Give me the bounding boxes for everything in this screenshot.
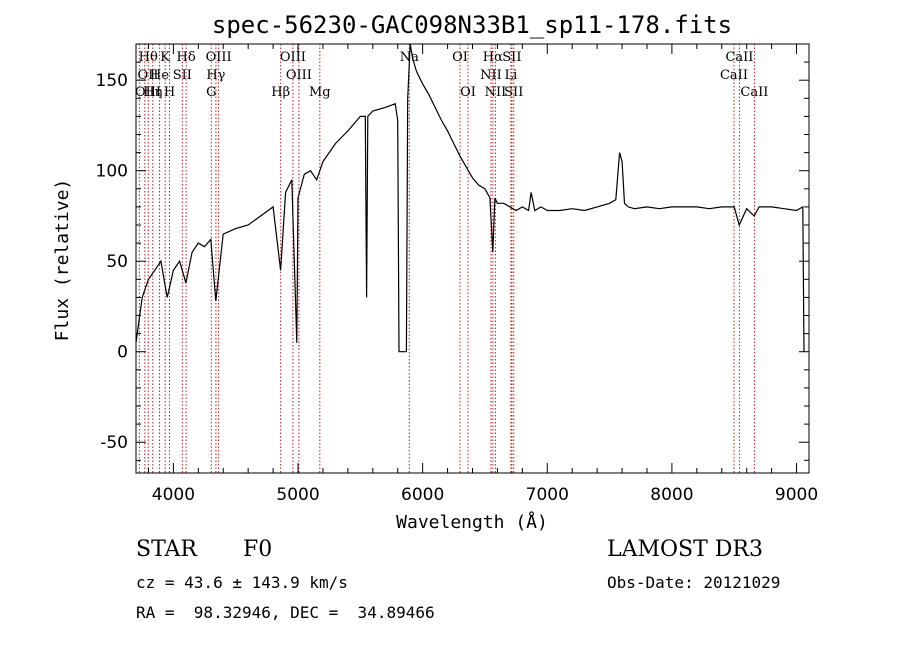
line-label: CaII: [720, 68, 748, 83]
line-label: SII: [504, 85, 523, 100]
line-label: He: [150, 68, 169, 83]
x-tick-label: 8000: [650, 485, 693, 505]
line-label: OI: [460, 85, 476, 100]
redshift-line: cz = 43.6 ± 143.9 km/s: [136, 573, 348, 592]
y-tick-label: 0: [117, 343, 128, 363]
y-axis: -50 0 50 100 150: [96, 61, 809, 461]
x-tick-label: 7000: [526, 485, 569, 505]
x-axis: 4000 5000 6000 7000 8000 9000: [147, 44, 818, 505]
line-label: Hα: [483, 50, 503, 65]
x-tick-label: 9000: [775, 485, 818, 505]
line-label: Li: [504, 68, 517, 83]
spectrum-line: [135, 43, 805, 353]
line-label: G: [206, 85, 216, 100]
y-tick-label: -50: [100, 433, 128, 453]
line-label: SII: [173, 68, 192, 83]
obs-date-line: Obs-Date: 20121029: [607, 573, 781, 592]
y-tick-label: 50: [106, 252, 128, 272]
x-axis-label: Wavelength (Å): [396, 511, 548, 533]
chart-title: spec-56230-GAC098N33B1_sp11-178.fits: [212, 11, 732, 39]
line-label: Hδ: [177, 50, 196, 65]
line-label: CaII: [740, 85, 768, 100]
line-label: Hθ: [139, 50, 158, 65]
coordinates-line: RA = 98.32946, DEC = 34.89466: [136, 603, 435, 622]
subclass: F0: [243, 537, 273, 562]
line-label: H: [164, 85, 175, 100]
plot-frame: [135, 43, 810, 474]
line-label: OIII: [286, 68, 312, 83]
object-class: STAR: [136, 537, 197, 562]
x-tick-label: 4000: [152, 485, 195, 505]
line-label: OI: [452, 50, 468, 65]
line-label: Hη: [143, 85, 162, 100]
y-tick-label: 150: [96, 71, 128, 91]
line-label: Mg: [309, 85, 331, 100]
line-markers: [138, 44, 755, 473]
line-label: SII: [502, 50, 521, 65]
line-label: K: [160, 50, 170, 65]
line-label: OIII: [206, 50, 232, 65]
y-axis-label: Flux (relative): [52, 179, 73, 342]
line-label: OIII: [280, 50, 306, 65]
line-label: Hγ: [206, 68, 225, 83]
line-label: NII: [480, 68, 502, 83]
line-label: CaII: [725, 50, 753, 65]
x-tick-label: 5000: [276, 485, 319, 505]
line-label: OIII: [135, 85, 161, 100]
line-label: NII: [485, 85, 507, 100]
survey-name: LAMOST DR3: [607, 537, 763, 562]
y-tick-label: 100: [96, 162, 128, 182]
line-label: Hβ: [271, 85, 290, 100]
x-tick-label: 6000: [401, 485, 444, 505]
line-label: OII: [138, 68, 159, 83]
